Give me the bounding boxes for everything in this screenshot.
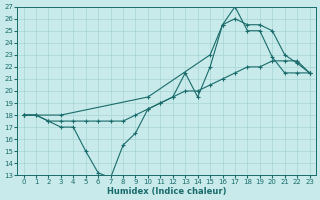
X-axis label: Humidex (Indice chaleur): Humidex (Indice chaleur) <box>107 187 226 196</box>
